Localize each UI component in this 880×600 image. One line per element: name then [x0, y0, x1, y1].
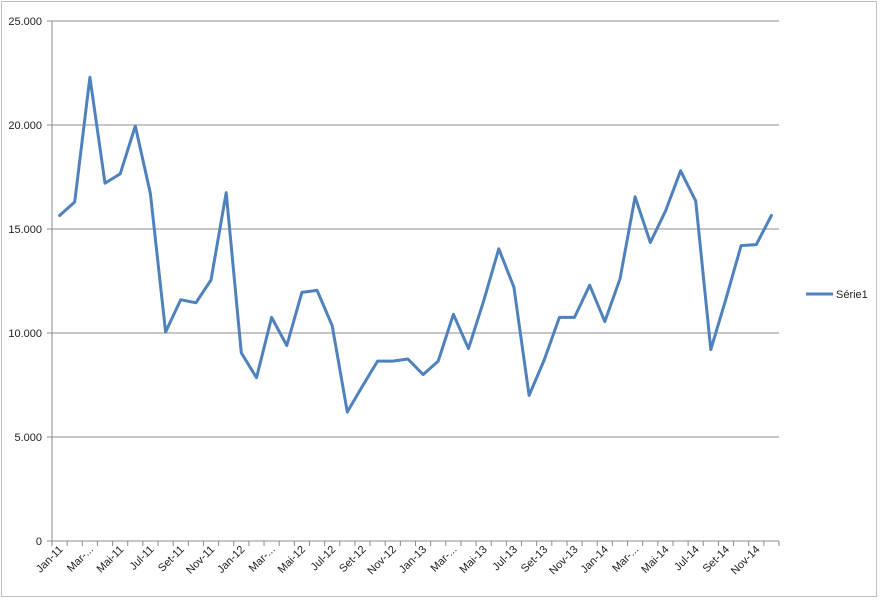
x-tick-label: Nov-11 — [184, 544, 217, 577]
x-tick-label: Jul-14 — [672, 544, 702, 574]
y-tick-label: 5.000 — [14, 432, 42, 444]
x-axis-tick-labels: Jan-11 Mar-...Mai-11 Jul-11 Set-11Nov-11Jan… — [34, 544, 762, 578]
x-tick-label: Set-12 — [337, 544, 368, 575]
x-tick-label: Jan-11 — [34, 544, 66, 576]
x-tick-label: Set-14 — [701, 544, 732, 575]
legend: Série1 — [806, 289, 868, 301]
x-tick-label: Jan-13 — [397, 544, 429, 576]
gridlines — [52, 20, 779, 438]
series-line-0 — [58, 75, 773, 414]
x-tick-label: Mar-... — [65, 544, 96, 575]
x-tick-label: Nov-14 — [729, 544, 763, 578]
x-tick-label: Mar-... — [610, 544, 641, 575]
y-tick-label: 15.000 — [8, 224, 42, 236]
series-group — [58, 75, 773, 414]
x-tick-label: Set-11 — [156, 544, 187, 575]
x-tick-label: Mai-14 — [639, 544, 671, 576]
x-tick-label: Jul-12 — [309, 544, 339, 574]
y-tick-label: 10.000 — [8, 328, 42, 340]
x-tick-label: Mai-11 — [95, 544, 127, 576]
x-tick-label: Jan-14 — [579, 544, 611, 576]
x-tick-label: Jul-13 — [490, 544, 520, 574]
x-tick-label: Jul-11 — [127, 544, 156, 573]
y-tick-label: 20.000 — [8, 120, 42, 132]
y-axis-tick-labels: 0 5.000 10.000 15.000 20.000 25.000 — [8, 16, 42, 548]
x-tick-label: Mai-12 — [276, 544, 308, 576]
x-tick-label: Jan-12 — [215, 544, 247, 576]
y-tick-label: 0 — [36, 536, 42, 548]
x-tick-label: Nov-13 — [547, 544, 581, 578]
x-tick-label: Mar-... — [429, 544, 460, 575]
x-tick-label: Nov-12 — [365, 544, 399, 578]
x-tick-label: Mar-... — [247, 544, 278, 575]
x-tick-label: Mai-13 — [458, 544, 490, 576]
y-tick-label: 25.000 — [8, 16, 42, 28]
axes — [47, 20, 780, 546]
legend-label: Série1 — [836, 289, 868, 301]
x-tick-label: Set-13 — [519, 544, 550, 575]
